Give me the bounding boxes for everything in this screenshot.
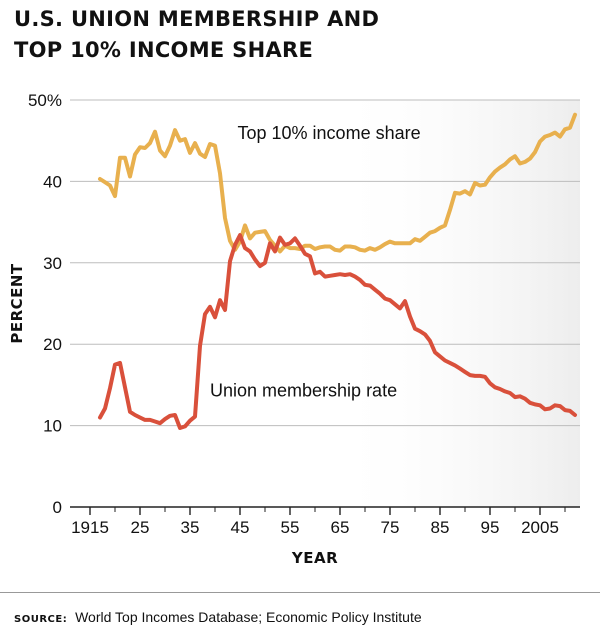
x-tick-label-1975: 75 <box>381 518 400 537</box>
x-tick-label-1995: 95 <box>481 518 500 537</box>
chart-title-line2: TOP 10% INCOME SHARE <box>14 38 314 62</box>
chart-title: U.S. UNION MEMBERSHIP AND TOP 10% INCOME… <box>14 4 379 66</box>
x-tick-label-1955: 55 <box>281 518 300 537</box>
x-axis-ticks: 1915 25 35 45 55 65 75 85 95 2005 <box>71 507 566 537</box>
x-tick-label-2005: 2005 <box>521 518 559 537</box>
series-line-top-10-income-share <box>98 112 577 254</box>
annotation-top-10-income-share: Top 10% income share <box>238 123 421 143</box>
y-tick-label-30: 30 <box>43 254 62 273</box>
source-divider <box>0 592 600 593</box>
source-label: SOURCE: <box>14 614 68 625</box>
y-axis-label: PERCENT <box>8 263 26 344</box>
x-tick-label-1945: 45 <box>231 518 250 537</box>
y-tick-label-20: 20 <box>43 335 62 354</box>
chart-title-line1: U.S. UNION MEMBERSHIP AND <box>14 7 380 31</box>
y-tick-label-10: 10 <box>43 417 62 436</box>
y-tick-label-50: 50% <box>28 91 62 110</box>
y-axis-ticks: 0 10 20 30 40 50% <box>28 91 62 517</box>
y-tick-label-40: 40 <box>43 172 62 191</box>
plot-background-fade <box>330 100 580 507</box>
x-axis-label: YEAR <box>291 549 338 567</box>
annotation-union-membership-rate: Union membership rate <box>210 380 397 400</box>
gridlines <box>70 99 580 508</box>
union-income-line-chart: 0 10 20 30 40 50% 1915 25 35 45 55 65 75 85 95 2005 PE… <box>8 91 580 567</box>
x-tick-label-1925: 25 <box>131 518 150 537</box>
source-text: World Top Incomes Database; Economic Pol… <box>75 609 422 625</box>
x-tick-label-1965: 65 <box>331 518 350 537</box>
x-tick-label-1915: 1915 <box>71 518 109 537</box>
series-line-union-membership-rate <box>98 233 577 430</box>
source-note: SOURCE: World Top Incomes Database; Econ… <box>14 609 422 625</box>
series-annotations: Top 10% income share Union membership rat… <box>210 123 421 400</box>
x-tick-label-1985: 85 <box>431 518 450 537</box>
y-tick-label-0: 0 <box>53 498 62 517</box>
x-tick-label-1935: 35 <box>181 518 200 537</box>
series-lines <box>98 112 577 430</box>
